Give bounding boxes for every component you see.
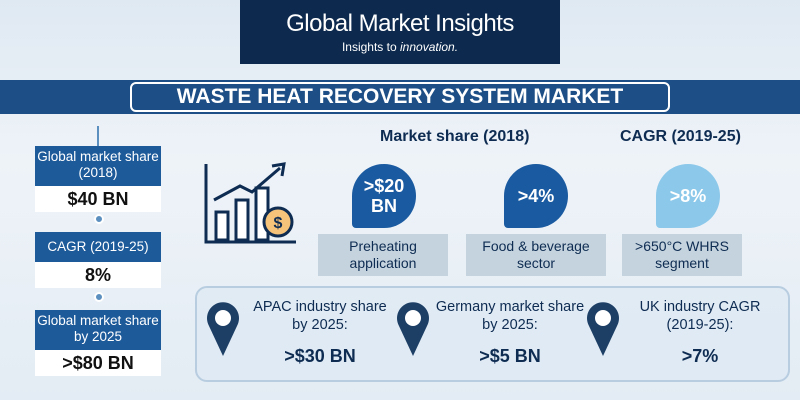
stat-value: >$80 BN (35, 350, 161, 376)
bubble-value: >$20 BN (352, 164, 416, 228)
tagline-emphasis: innovation. (400, 40, 459, 54)
title: WASTE HEAT RECOVERY SYSTEM MARKET (130, 82, 670, 112)
pin-icons (207, 302, 619, 356)
growth-icon: $ (204, 162, 296, 244)
regional-value: >$30 BN (284, 346, 356, 366)
connector-dot (94, 292, 104, 302)
regional-label: UK industry CAGR (2019-25): (639, 299, 761, 333)
regional-label: APAC industry share by 2025: (253, 299, 387, 333)
regional-panel (195, 286, 790, 382)
bubble-value: >8% (656, 164, 720, 228)
connector (97, 126, 99, 146)
bubble-label: >650°C WHRS segment (622, 234, 742, 276)
heading: CAGR (2019-25) (620, 128, 741, 145)
svg-text:$: $ (274, 215, 283, 232)
regional-value: >$5 BN (479, 346, 541, 366)
logo-tagline: Insights to innovation. (240, 40, 560, 54)
tagline-lead: Insights to (341, 40, 397, 54)
heading: Market share (2018) (380, 128, 530, 145)
stat-label: Global market share (2018) (35, 146, 161, 186)
logo-title: Global Market Insights (286, 10, 514, 37)
connector-dot (94, 214, 104, 224)
bubble-label: Food & beverage sector (466, 234, 606, 276)
bubble-label: Preheating application (318, 234, 448, 276)
stat-value: 8% (35, 262, 161, 288)
bubble-value: >4% (504, 164, 568, 228)
stat-value: $40 BN (35, 186, 161, 212)
stat-label: Global market share by 2025 (35, 310, 161, 350)
regional-value: >7% (681, 346, 719, 366)
logo: Global Market Insights Insights to innov… (240, 0, 560, 64)
stat-label: CAGR (2019-25) (35, 232, 161, 262)
regional-label: Germany market share by 2025: (435, 299, 585, 333)
